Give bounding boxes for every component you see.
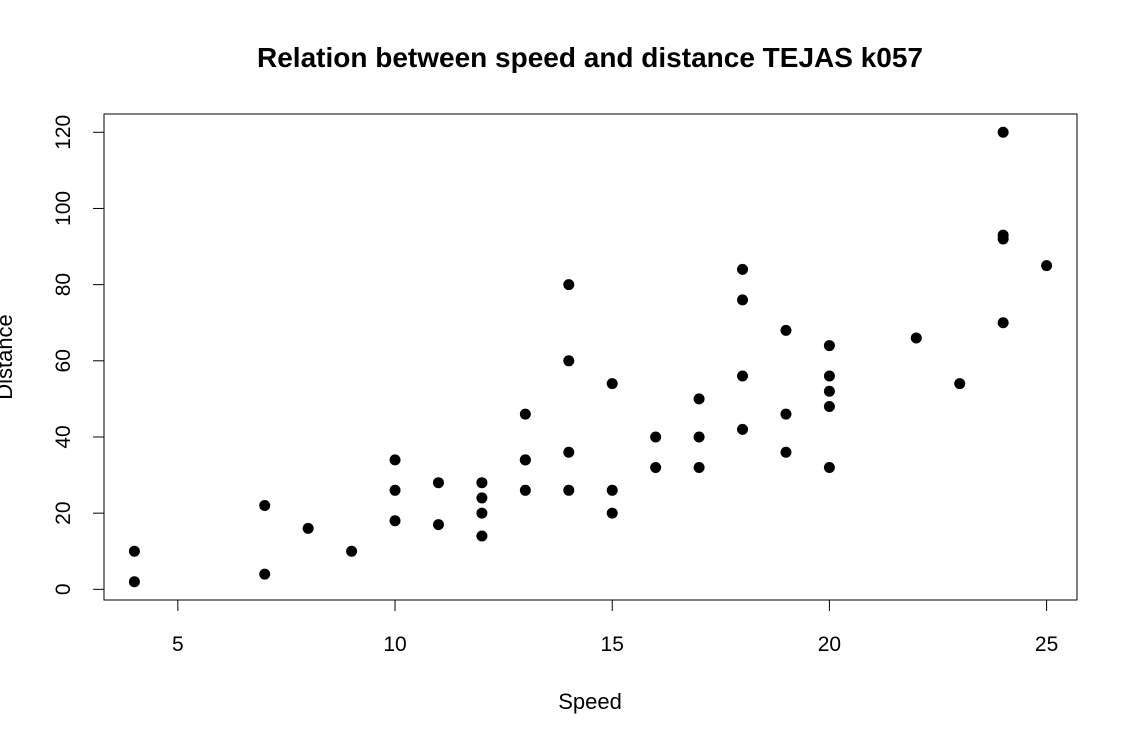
data-point bbox=[476, 530, 488, 542]
x-axis: 5 10 15 20 25 bbox=[172, 599, 1058, 656]
data-point bbox=[563, 279, 575, 291]
data-point bbox=[606, 507, 618, 519]
data-point bbox=[737, 423, 749, 435]
data-point bbox=[606, 378, 618, 390]
plot-frame bbox=[103, 113, 1078, 601]
data-point bbox=[128, 545, 140, 557]
data-point bbox=[780, 408, 792, 420]
data-point bbox=[737, 370, 749, 382]
data-point bbox=[823, 385, 835, 397]
data-point bbox=[259, 500, 271, 512]
data-point bbox=[259, 568, 271, 580]
data-point bbox=[997, 229, 1009, 241]
data-point bbox=[737, 263, 749, 275]
y-tick-label: 60 bbox=[52, 349, 75, 372]
data-point bbox=[693, 461, 705, 473]
data-point bbox=[606, 484, 618, 496]
y-axis: 0 20 40 60 80 100 120 bbox=[52, 115, 105, 595]
data-point bbox=[519, 484, 531, 496]
data-point bbox=[693, 431, 705, 443]
data-point bbox=[650, 431, 662, 443]
data-point bbox=[476, 492, 488, 504]
x-tick-label: 20 bbox=[818, 633, 841, 656]
data-point bbox=[476, 477, 488, 489]
x-tick-label: 10 bbox=[383, 633, 406, 656]
data-point bbox=[997, 126, 1009, 138]
data-point bbox=[780, 446, 792, 458]
y-axis-label: Distance bbox=[0, 314, 17, 400]
data-point bbox=[650, 461, 662, 473]
data-point bbox=[128, 576, 140, 588]
data-point bbox=[346, 545, 358, 557]
data-point bbox=[389, 484, 401, 496]
y-tick-label: 40 bbox=[52, 425, 75, 448]
y-tick-label: 20 bbox=[52, 501, 75, 524]
data-point bbox=[823, 461, 835, 473]
data-point bbox=[563, 446, 575, 458]
y-tick-label: 0 bbox=[52, 583, 75, 595]
y-tick-label: 120 bbox=[52, 115, 75, 150]
x-tick-label: 5 bbox=[172, 633, 184, 656]
x-axis-label: Speed bbox=[558, 689, 622, 714]
data-point bbox=[389, 515, 401, 527]
data-point bbox=[476, 507, 488, 519]
data-point bbox=[910, 332, 922, 344]
data-point bbox=[823, 401, 835, 413]
data-point bbox=[780, 324, 792, 336]
data-point bbox=[519, 454, 531, 466]
data-point bbox=[1041, 260, 1053, 272]
data-point bbox=[997, 317, 1009, 329]
data-point bbox=[563, 355, 575, 367]
chart-title: Relation between speed and distance TEJA… bbox=[257, 42, 923, 73]
data-point bbox=[563, 484, 575, 496]
data-point bbox=[432, 519, 444, 531]
y-tick-label: 100 bbox=[52, 191, 75, 226]
data-point bbox=[823, 370, 835, 382]
data-point bbox=[693, 393, 705, 405]
x-tick-label: 15 bbox=[601, 633, 624, 656]
data-point bbox=[823, 340, 835, 352]
data-point bbox=[389, 454, 401, 466]
data-points bbox=[128, 126, 1053, 588]
y-tick-label: 80 bbox=[52, 273, 75, 296]
data-point bbox=[737, 294, 749, 306]
data-point bbox=[302, 522, 314, 534]
x-tick-label: 25 bbox=[1035, 633, 1058, 656]
data-point bbox=[954, 378, 966, 390]
data-point bbox=[432, 477, 444, 489]
data-point bbox=[519, 408, 531, 420]
